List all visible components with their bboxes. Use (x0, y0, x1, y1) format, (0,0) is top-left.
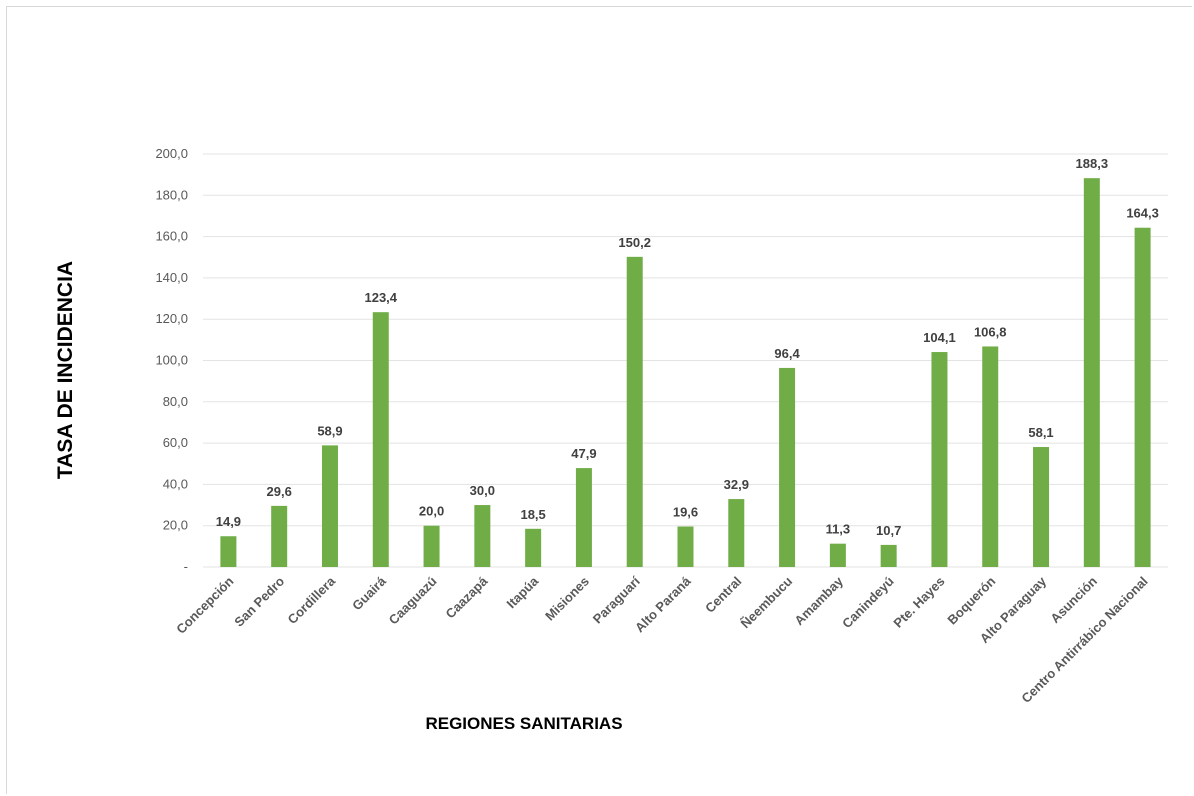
x-tick-label: Alto Paraná (632, 573, 694, 635)
data-label: 188,3 (1076, 156, 1109, 171)
bar (321, 445, 338, 567)
bar (677, 526, 694, 567)
data-label: 123,4 (364, 290, 397, 305)
bar (575, 468, 592, 567)
x-tick-label: Amambay (791, 573, 846, 628)
x-tick-label: Caazapá (443, 573, 491, 621)
data-label: 58,1 (1028, 425, 1053, 440)
x-tick-label: Concepción (173, 573, 236, 636)
x-tick-label: San Pedro (231, 573, 287, 629)
data-label: 20,0 (419, 504, 444, 519)
x-tick-label: Central (702, 574, 744, 616)
x-tick-label: Itapúa (504, 573, 542, 611)
data-label: 29,6 (267, 484, 292, 499)
x-tick-label: Misiones (542, 574, 592, 624)
data-label: 47,9 (571, 446, 596, 461)
y-tick-label: 40,0 (163, 476, 188, 491)
bar (779, 367, 796, 567)
x-axis-title: REGIONES SANITARIAS (425, 714, 622, 733)
y-tick-label: 20,0 (163, 518, 188, 533)
y-tick-label: 180,0 (155, 187, 188, 202)
bar (525, 528, 542, 567)
bar (1033, 447, 1050, 567)
bar (626, 256, 643, 567)
bar (423, 525, 440, 567)
y-tick-label: 140,0 (155, 270, 188, 285)
x-tick-label: Ñeembucu (738, 573, 796, 631)
bar (880, 544, 897, 567)
bar (982, 346, 999, 567)
data-label: 58,9 (317, 423, 342, 438)
x-tick-label: Boquerón (944, 573, 998, 627)
y-axis-title: TASA DE INCIDENCIA (54, 261, 77, 479)
x-tick-label: Asunción (1047, 573, 1100, 626)
y-tick-label: 60,0 (163, 435, 188, 450)
data-label: 30,0 (470, 483, 495, 498)
data-label: 106,8 (974, 324, 1007, 339)
bar (372, 312, 389, 567)
y-tick-label: 80,0 (163, 394, 188, 409)
x-tick-label: Cordillera (285, 573, 339, 627)
data-label: 150,2 (618, 235, 651, 250)
data-label: 11,3 (826, 522, 851, 537)
bar (728, 499, 745, 567)
bar (474, 505, 491, 567)
bar (271, 505, 288, 567)
y-axis-ticks: - 20,0 40,0 60,0 80,0 100,0 120,0 140,0 160,0 180… (155, 146, 188, 574)
data-label: 32,9 (724, 477, 749, 492)
data-label: 10,7 (876, 523, 901, 538)
data-label: 18,5 (520, 507, 545, 522)
bars (220, 178, 1151, 567)
y-tick-label: - (184, 559, 188, 574)
data-label: 19,6 (673, 505, 698, 520)
data-label: 14,9 (216, 514, 241, 529)
data-labels: 14,9 29,6 58,9 123,4 20,0 30,0 18,5 47,9 150,2 19… (216, 156, 1159, 538)
x-tick-label: Pte. Hayes (890, 574, 947, 631)
bar (1134, 227, 1151, 567)
bar (220, 536, 237, 567)
chart-frame (6, 6, 1192, 794)
data-label: 164,3 (1126, 206, 1159, 221)
x-tick-label: Canindeyú (839, 573, 897, 631)
bar (829, 543, 846, 567)
y-tick-label: 120,0 (155, 311, 188, 326)
data-label: 96,4 (774, 346, 800, 361)
y-tick-label: 160,0 (155, 229, 188, 244)
y-tick-label: 200,0 (155, 146, 188, 161)
bar (931, 352, 948, 567)
y-tick-label: 100,0 (155, 353, 188, 368)
x-tick-label: Caaguazú (386, 573, 440, 627)
x-tick-label: Paraguarí (590, 573, 643, 626)
x-tick-label: Guairá (349, 573, 389, 613)
bar (1083, 178, 1100, 567)
data-label: 104,1 (923, 330, 956, 345)
